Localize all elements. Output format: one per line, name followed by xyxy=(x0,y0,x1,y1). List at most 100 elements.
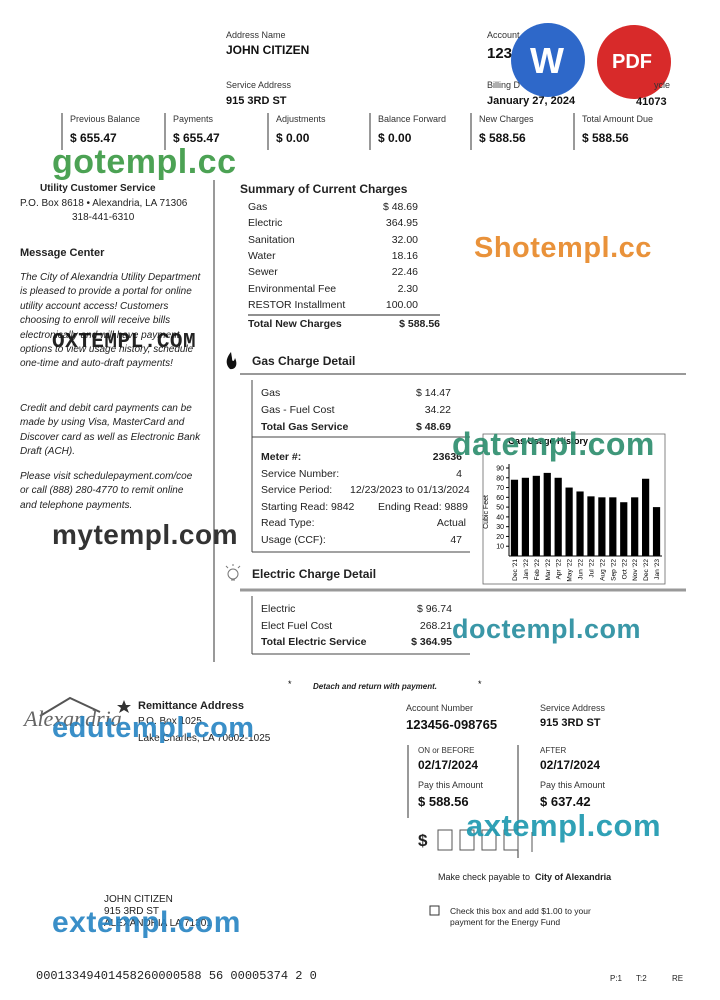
gas-label: Gas xyxy=(261,387,281,399)
bar xyxy=(598,497,606,556)
account-number: 123 xyxy=(487,45,513,62)
footer-code: RE xyxy=(672,974,684,983)
charge-amount: 364.95 xyxy=(385,217,418,230)
y-tick-label: 10 xyxy=(496,544,504,551)
bulb-icon xyxy=(225,564,241,581)
meter-value: Ending Read: 9889 xyxy=(378,500,468,513)
charge-label: Sewer xyxy=(248,266,278,279)
electric-amount: 268.21 xyxy=(419,619,452,632)
gas-amount: 34.22 xyxy=(424,403,451,416)
page-number: P:1 xyxy=(610,974,623,983)
cycle: 41073 xyxy=(636,96,667,108)
logo-text: Alexandria xyxy=(24,706,122,731)
charge-label: Sanitation xyxy=(248,233,295,246)
word-badge-label: W xyxy=(530,40,564,81)
balance-value: $ 0.00 xyxy=(378,131,412,145)
flame-icon xyxy=(226,352,237,370)
meter-label: Service Number: xyxy=(261,467,340,480)
asterisk: * xyxy=(478,679,482,689)
service-title: Utility Customer Service xyxy=(40,183,156,194)
balance-label: Balance Forward xyxy=(378,114,447,124)
gas-label: Gas - Fuel Cost xyxy=(261,403,335,416)
x-tick-label: Jan '22 xyxy=(523,559,530,580)
charge-total-amount: $ 588.56 xyxy=(399,318,440,330)
x-tick-label: Dec '21 xyxy=(512,559,519,581)
remittance-address: Lake Charles, LA 70602-1025 xyxy=(138,733,271,744)
meter-value: 12/23/2023 to 01/13/2024 xyxy=(350,484,470,496)
charge-label: Environmental Fee xyxy=(248,282,337,295)
bar xyxy=(565,487,573,556)
label: ycle xyxy=(654,80,671,90)
watermark: extempl.com xyxy=(52,906,241,939)
energy-fund: Check this box and add $1.00 to your xyxy=(450,906,591,916)
amount-enclosed: $ xyxy=(418,831,428,850)
x-tick-label: Mar '22 xyxy=(545,559,552,581)
charge-amount: 22.46 xyxy=(391,266,418,279)
mail-name: JOHN CITIZEN xyxy=(104,894,173,905)
x-tick-label: Oct '22 xyxy=(621,559,628,580)
label: Pay this Amount xyxy=(540,780,606,790)
charge-amount: 18.16 xyxy=(391,249,418,262)
balance-value: $ 655.47 xyxy=(173,131,220,145)
word-badge xyxy=(511,23,585,97)
watermark: mytempl.com xyxy=(52,519,238,550)
x-tick-label: Apr '22 xyxy=(556,559,563,580)
charge-label: Gas xyxy=(248,201,268,213)
x-tick-label: Dec '22 xyxy=(643,559,650,581)
gas-amount: $ 14.47 xyxy=(415,387,451,399)
section-title: Gas Charge Detail xyxy=(252,354,356,368)
message-paragraph: The City of Alexandria Utility Departmen… xyxy=(20,272,201,370)
message-title: Message Center xyxy=(20,247,105,259)
balance-label: New Charges xyxy=(479,114,534,124)
payable-to: City of Alexandria xyxy=(535,872,612,882)
gas-total-amount: $ 48.69 xyxy=(415,421,451,433)
meter-label: Starting Read: 9842 xyxy=(261,500,355,513)
bar xyxy=(652,507,661,556)
remittance-title: Remittance Address xyxy=(138,700,244,712)
x-tick-label: Sep '22 xyxy=(610,559,617,581)
bar xyxy=(554,477,562,556)
y-tick-label: 70 xyxy=(496,485,504,492)
pay-amount-late: $ 637.42 xyxy=(540,794,591,809)
amount-boxes xyxy=(437,829,533,852)
balance-value: $ 588.56 xyxy=(479,131,526,145)
label: Address Name xyxy=(226,30,286,40)
logo-star xyxy=(117,700,131,713)
balance-value: $ 588.56 xyxy=(582,131,629,145)
watermark: edutempl.com xyxy=(52,712,255,744)
label: Account xyxy=(487,30,520,40)
x-tick-label: Jun '22 xyxy=(578,559,585,580)
energy-fund: payment for the Energy Fund xyxy=(450,917,561,927)
energy-fund-checkbox[interactable] xyxy=(429,905,440,916)
remittance-address: P.O. Box 1025 xyxy=(138,716,202,727)
electric-total-amount: $ 364.95 xyxy=(411,636,452,648)
meter-label: Service Period: xyxy=(261,484,333,496)
watermark: Shotempl.cc xyxy=(474,232,652,264)
meter-label: Read Type: xyxy=(261,517,315,529)
section-title: Summary of Current Charges xyxy=(240,182,408,196)
scanline: 00013349401458260000588 56 00005374 2 0 xyxy=(36,969,317,983)
service-address: P.O. Box 8618 • Alexandria, LA 71306 xyxy=(20,198,188,209)
balance-value: $ 655.47 xyxy=(70,131,117,145)
label: Account Number xyxy=(406,703,474,713)
charge-amount: 2.30 xyxy=(397,282,418,295)
logo-roof xyxy=(39,696,101,717)
bar xyxy=(543,472,551,556)
x-tick-label: Feb '22 xyxy=(534,559,541,581)
billing-date: January 27, 2024 xyxy=(487,95,576,107)
label: Service Address xyxy=(540,703,606,713)
balance-value: $ 0.00 xyxy=(276,131,310,145)
bar xyxy=(576,491,584,556)
electric-total-label: Total Electric Service xyxy=(261,636,367,648)
bar xyxy=(510,479,519,556)
bar xyxy=(620,502,628,556)
x-tick-label: Jan '23 xyxy=(654,559,661,580)
balance-label: Payments xyxy=(173,114,214,124)
label: Billing D xyxy=(487,80,521,90)
section-title: Electric Charge Detail xyxy=(252,567,377,581)
x-tick-label: May '22 xyxy=(567,559,574,582)
gas-total-label: Total Gas Service xyxy=(261,421,349,433)
